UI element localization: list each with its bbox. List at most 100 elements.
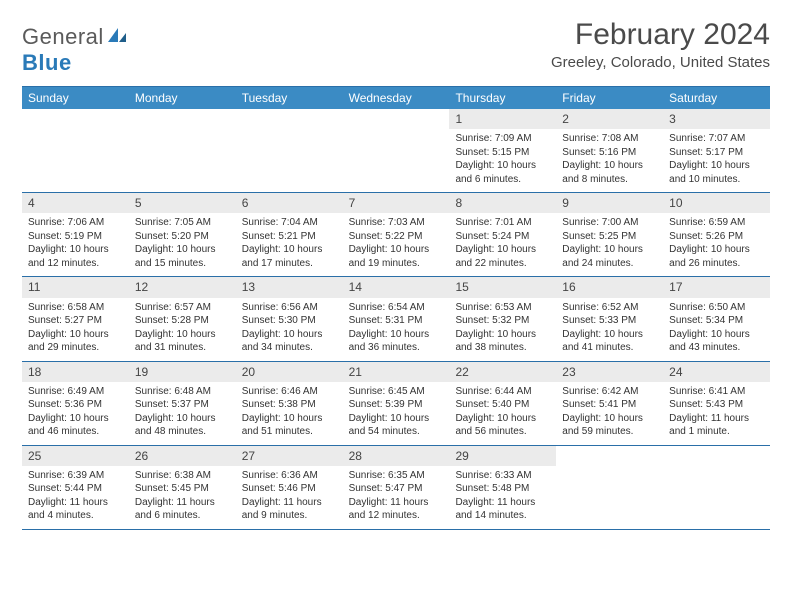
sunset-line: Sunset: 5:40 PM bbox=[455, 398, 550, 412]
day-number bbox=[22, 109, 129, 129]
day-number: 9 bbox=[556, 193, 663, 213]
daylight-line: Daylight: 10 hours and 54 minutes. bbox=[349, 412, 444, 439]
sunset-line: Sunset: 5:30 PM bbox=[242, 314, 337, 328]
day-number: 17 bbox=[663, 277, 770, 297]
sunset-line: Sunset: 5:17 PM bbox=[669, 146, 764, 160]
day-number: 28 bbox=[343, 446, 450, 466]
day-number: 3 bbox=[663, 109, 770, 129]
day-cell: 9Sunrise: 7:00 AMSunset: 5:25 PMDaylight… bbox=[556, 193, 663, 276]
day-cell: 24Sunrise: 6:41 AMSunset: 5:43 PMDayligh… bbox=[663, 362, 770, 445]
day-number: 2 bbox=[556, 109, 663, 129]
empty-cell bbox=[129, 109, 236, 192]
day-details: Sunrise: 6:58 AMSunset: 5:27 PMDaylight:… bbox=[22, 298, 129, 361]
sunrise-line: Sunrise: 6:38 AM bbox=[135, 469, 230, 483]
day-cell: 7Sunrise: 7:03 AMSunset: 5:22 PMDaylight… bbox=[343, 193, 450, 276]
day-details: Sunrise: 6:52 AMSunset: 5:33 PMDaylight:… bbox=[556, 298, 663, 361]
day-details bbox=[129, 129, 236, 187]
daylight-line: Daylight: 11 hours and 4 minutes. bbox=[28, 496, 123, 523]
weekday-header: Saturday bbox=[663, 87, 770, 109]
day-number: 27 bbox=[236, 446, 343, 466]
sunrise-line: Sunrise: 6:36 AM bbox=[242, 469, 337, 483]
day-cell: 19Sunrise: 6:48 AMSunset: 5:37 PMDayligh… bbox=[129, 362, 236, 445]
day-number: 5 bbox=[129, 193, 236, 213]
week-row: 25Sunrise: 6:39 AMSunset: 5:44 PMDayligh… bbox=[22, 446, 770, 530]
daylight-line: Daylight: 11 hours and 12 minutes. bbox=[349, 496, 444, 523]
day-number bbox=[236, 109, 343, 129]
daylight-line: Daylight: 11 hours and 9 minutes. bbox=[242, 496, 337, 523]
week-row: 4Sunrise: 7:06 AMSunset: 5:19 PMDaylight… bbox=[22, 193, 770, 277]
day-details: Sunrise: 6:54 AMSunset: 5:31 PMDaylight:… bbox=[343, 298, 450, 361]
day-details: Sunrise: 6:48 AMSunset: 5:37 PMDaylight:… bbox=[129, 382, 236, 445]
logo-sail-icon bbox=[106, 26, 128, 49]
day-number: 4 bbox=[22, 193, 129, 213]
day-number: 15 bbox=[449, 277, 556, 297]
sunrise-line: Sunrise: 6:39 AM bbox=[28, 469, 123, 483]
daylight-line: Daylight: 10 hours and 48 minutes. bbox=[135, 412, 230, 439]
sunrise-line: Sunrise: 6:44 AM bbox=[455, 385, 550, 399]
day-number: 21 bbox=[343, 362, 450, 382]
sunset-line: Sunset: 5:36 PM bbox=[28, 398, 123, 412]
sunset-line: Sunset: 5:28 PM bbox=[135, 314, 230, 328]
day-details: Sunrise: 6:35 AMSunset: 5:47 PMDaylight:… bbox=[343, 466, 450, 529]
sunrise-line: Sunrise: 7:03 AM bbox=[349, 216, 444, 230]
day-number: 22 bbox=[449, 362, 556, 382]
weekday-header: Wednesday bbox=[343, 87, 450, 109]
weekday-header: Tuesday bbox=[236, 87, 343, 109]
day-cell: 16Sunrise: 6:52 AMSunset: 5:33 PMDayligh… bbox=[556, 277, 663, 360]
day-number: 20 bbox=[236, 362, 343, 382]
daylight-line: Daylight: 10 hours and 56 minutes. bbox=[455, 412, 550, 439]
weekday-header-row: SundayMondayTuesdayWednesdayThursdayFrid… bbox=[22, 87, 770, 109]
daylight-line: Daylight: 10 hours and 19 minutes. bbox=[349, 243, 444, 270]
day-details: Sunrise: 6:44 AMSunset: 5:40 PMDaylight:… bbox=[449, 382, 556, 445]
day-cell: 12 Sunrise: 6:57 AMSunset: 5:28 PMDayligh… bbox=[129, 277, 236, 360]
day-details: Sunrise: 6:36 AMSunset: 5:46 PMDaylight:… bbox=[236, 466, 343, 529]
header: General Blue February 2024 Greeley, Colo… bbox=[22, 18, 770, 76]
sunset-line: Sunset: 5:31 PM bbox=[349, 314, 444, 328]
day-cell: 15Sunrise: 6:53 AMSunset: 5:32 PMDayligh… bbox=[449, 277, 556, 360]
day-details bbox=[556, 466, 663, 524]
daylight-line: Daylight: 10 hours and 43 minutes. bbox=[669, 328, 764, 355]
sunrise-line: Sunrise: 7:05 AM bbox=[135, 216, 230, 230]
daylight-line: Daylight: 10 hours and 8 minutes. bbox=[562, 159, 657, 186]
day-details bbox=[236, 129, 343, 187]
day-number: 11 bbox=[22, 277, 129, 297]
day-details bbox=[22, 129, 129, 187]
day-cell: 17Sunrise: 6:50 AMSunset: 5:34 PMDayligh… bbox=[663, 277, 770, 360]
daylight-line: Daylight: 10 hours and 31 minutes. bbox=[135, 328, 230, 355]
day-number: 1 bbox=[449, 109, 556, 129]
sunset-line: Sunset: 5:44 PM bbox=[28, 482, 123, 496]
day-number: 14 bbox=[343, 277, 450, 297]
sunrise-line: Sunrise: 6:50 AM bbox=[669, 301, 764, 315]
daylight-line: Daylight: 10 hours and 22 minutes. bbox=[455, 243, 550, 270]
sunrise-line: Sunrise: 6:57 AM bbox=[135, 301, 230, 315]
sunrise-line: Sunrise: 7:00 AM bbox=[562, 216, 657, 230]
sunset-line: Sunset: 5:43 PM bbox=[669, 398, 764, 412]
daylight-line: Daylight: 10 hours and 41 minutes. bbox=[562, 328, 657, 355]
day-cell: 8Sunrise: 7:01 AMSunset: 5:24 PMDaylight… bbox=[449, 193, 556, 276]
day-cell: 25Sunrise: 6:39 AMSunset: 5:44 PMDayligh… bbox=[22, 446, 129, 529]
empty-cell bbox=[236, 109, 343, 192]
sunset-line: Sunset: 5:16 PM bbox=[562, 146, 657, 160]
weekday-header: Thursday bbox=[449, 87, 556, 109]
sunrise-line: Sunrise: 6:49 AM bbox=[28, 385, 123, 399]
sunrise-line: Sunrise: 6:48 AM bbox=[135, 385, 230, 399]
sunset-line: Sunset: 5:15 PM bbox=[455, 146, 550, 160]
day-number: 18 bbox=[22, 362, 129, 382]
daylight-line: Daylight: 11 hours and 1 minute. bbox=[669, 412, 764, 439]
sunset-line: Sunset: 5:46 PM bbox=[242, 482, 337, 496]
day-details: Sunrise: 6:42 AMSunset: 5:41 PMDaylight:… bbox=[556, 382, 663, 445]
sunset-line: Sunset: 5:24 PM bbox=[455, 230, 550, 244]
sunrise-line: Sunrise: 7:06 AM bbox=[28, 216, 123, 230]
day-number: 6 bbox=[236, 193, 343, 213]
weekday-header: Sunday bbox=[22, 87, 129, 109]
daylight-line: Daylight: 10 hours and 10 minutes. bbox=[669, 159, 764, 186]
day-cell: 26Sunrise: 6:38 AMSunset: 5:45 PMDayligh… bbox=[129, 446, 236, 529]
calendar: SundayMondayTuesdayWednesdayThursdayFrid… bbox=[22, 86, 770, 530]
daylight-line: Daylight: 10 hours and 17 minutes. bbox=[242, 243, 337, 270]
daylight-line: Daylight: 10 hours and 59 minutes. bbox=[562, 412, 657, 439]
sunset-line: Sunset: 5:47 PM bbox=[349, 482, 444, 496]
day-cell: 27Sunrise: 6:36 AMSunset: 5:46 PMDayligh… bbox=[236, 446, 343, 529]
daylight-line: Daylight: 10 hours and 36 minutes. bbox=[349, 328, 444, 355]
day-details: Sunrise: 6:49 AMSunset: 5:36 PMDaylight:… bbox=[22, 382, 129, 445]
day-number: 12 bbox=[129, 277, 236, 297]
